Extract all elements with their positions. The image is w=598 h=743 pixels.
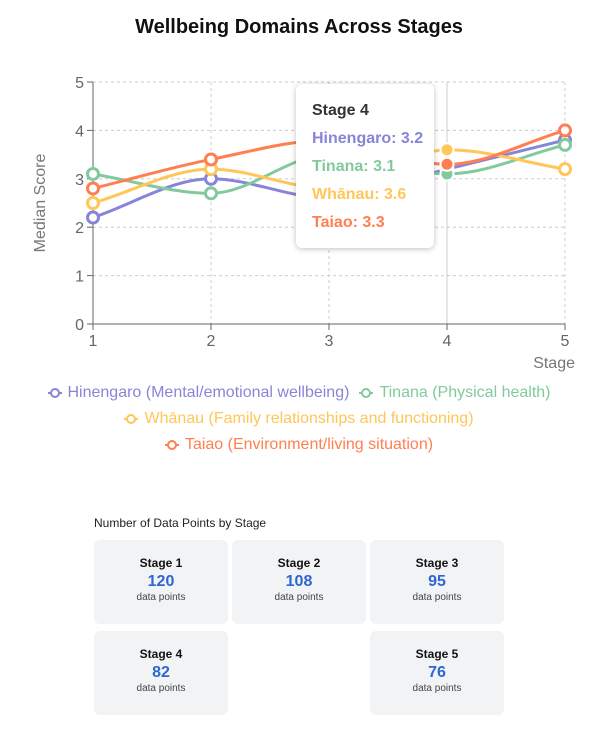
tooltip-value: 3.1 [373,158,396,175]
legend-item-whanau[interactable]: Whānau (Family relationships and functio… [124,410,474,428]
tooltip-label: Taiao [312,214,353,231]
y-axis-label: Median Score [32,154,49,253]
card-stage-label: Stage 5 [415,647,459,661]
y-tick-label: 5 [75,75,84,92]
chart-title: Wellbeing Domains Across Stages [135,16,463,38]
stage-card: Stage 2 108 data points [232,540,366,624]
tooltip-label: Hinengaro [312,130,392,147]
y-tick-label: 2 [75,220,84,237]
card-stage-label: Stage 3 [415,556,459,570]
legend-marker-icon [47,388,62,398]
legend-label: Hinengaro (Mental/emotional wellbeing) [67,384,350,401]
tooltip-label: Whānau [312,186,375,203]
card-unit: data points [136,683,186,694]
card-count: 82 [152,664,170,681]
x-tick-label: 3 [325,333,334,350]
legend-label: Taiao (Environment/living situation) [184,436,434,453]
card-unit: data points [274,592,324,603]
tooltip-row-hinengaro: Hinengaro: 3.2 [312,130,424,147]
data-point-taiao [558,123,572,138]
y-tick-label: 0 [75,317,84,334]
data-point-hinengaro [86,210,100,225]
card-stage-label: Stage 4 [139,647,183,661]
tooltip-row-whanau: Whānau: 3.6 [312,186,407,203]
tooltip-value: 3.2 [400,130,424,147]
card-count: 95 [428,573,446,590]
tooltip-label: Tinana [312,158,364,175]
card-stage-label: Stage 1 [139,556,183,570]
legend-item-taiao[interactable]: Taiao (Environment/living situation) [164,436,434,454]
card-unit: data points [412,592,462,603]
legend-marker-icon [124,414,139,424]
x-tick-label: 4 [443,333,452,350]
data-point-taiao [86,181,100,196]
x-tick-label: 1 [89,333,98,350]
legend-label: Whānau (Family relationships and functio… [144,410,474,427]
y-tick-label: 4 [75,123,84,140]
legend-marker-icon [359,388,374,398]
card-unit: data points [412,683,462,694]
stage-card: Stage 4 82 data points [94,631,228,715]
legend-marker-icon [164,440,179,450]
stage-card: Stage 3 95 data points [370,540,504,624]
legend-label: Tinana (Physical health) [379,384,551,401]
data-point-tinana [558,137,572,152]
chart-tooltip: Stage 4 Hinengaro: 3.2 Tinana: 3.1 Whāna… [296,84,434,248]
card-stage-label: Stage 2 [277,556,321,570]
card-count: 76 [428,664,446,681]
stage-card: Stage 1 120 data points [94,540,228,624]
card-count: 120 [147,573,175,590]
card-unit: data points [136,592,186,603]
card-count: 108 [285,573,313,590]
tooltip-value: 3.6 [384,186,407,203]
x-tick-label: 5 [561,333,570,350]
y-tick-label: 3 [75,172,84,189]
stage-card: Stage 5 76 data points [370,631,504,715]
data-point-tinana [204,186,218,201]
active-point-taiao [439,156,455,172]
active-point-whnau [439,142,455,158]
y-tick-label: 1 [75,269,84,286]
data-point-tinana [86,166,100,181]
x-axis-label: Stage [533,355,575,372]
legend-item-hinengaro[interactable]: Hinengaro (Mental/emotional wellbeing) [47,384,350,402]
legend-item-tinana[interactable]: Tinana (Physical health) [359,384,550,402]
x-tick-label: 2 [207,333,216,350]
chart-legend: Hinengaro (Mental/emotional wellbeing) T… [0,380,598,458]
tooltip-row-tinana: Tinana: 3.1 [312,158,396,175]
data-points-title: Number of Data Points by Stage [94,516,267,530]
data-point-taiao [204,152,218,167]
tooltip-value: 3.3 [362,214,385,231]
tooltip-row-taiao: Taiao: 3.3 [312,214,385,231]
data-point-whnau [558,162,572,177]
data-point-whnau [86,196,100,210]
tooltip-title: Stage 4 [312,102,369,119]
